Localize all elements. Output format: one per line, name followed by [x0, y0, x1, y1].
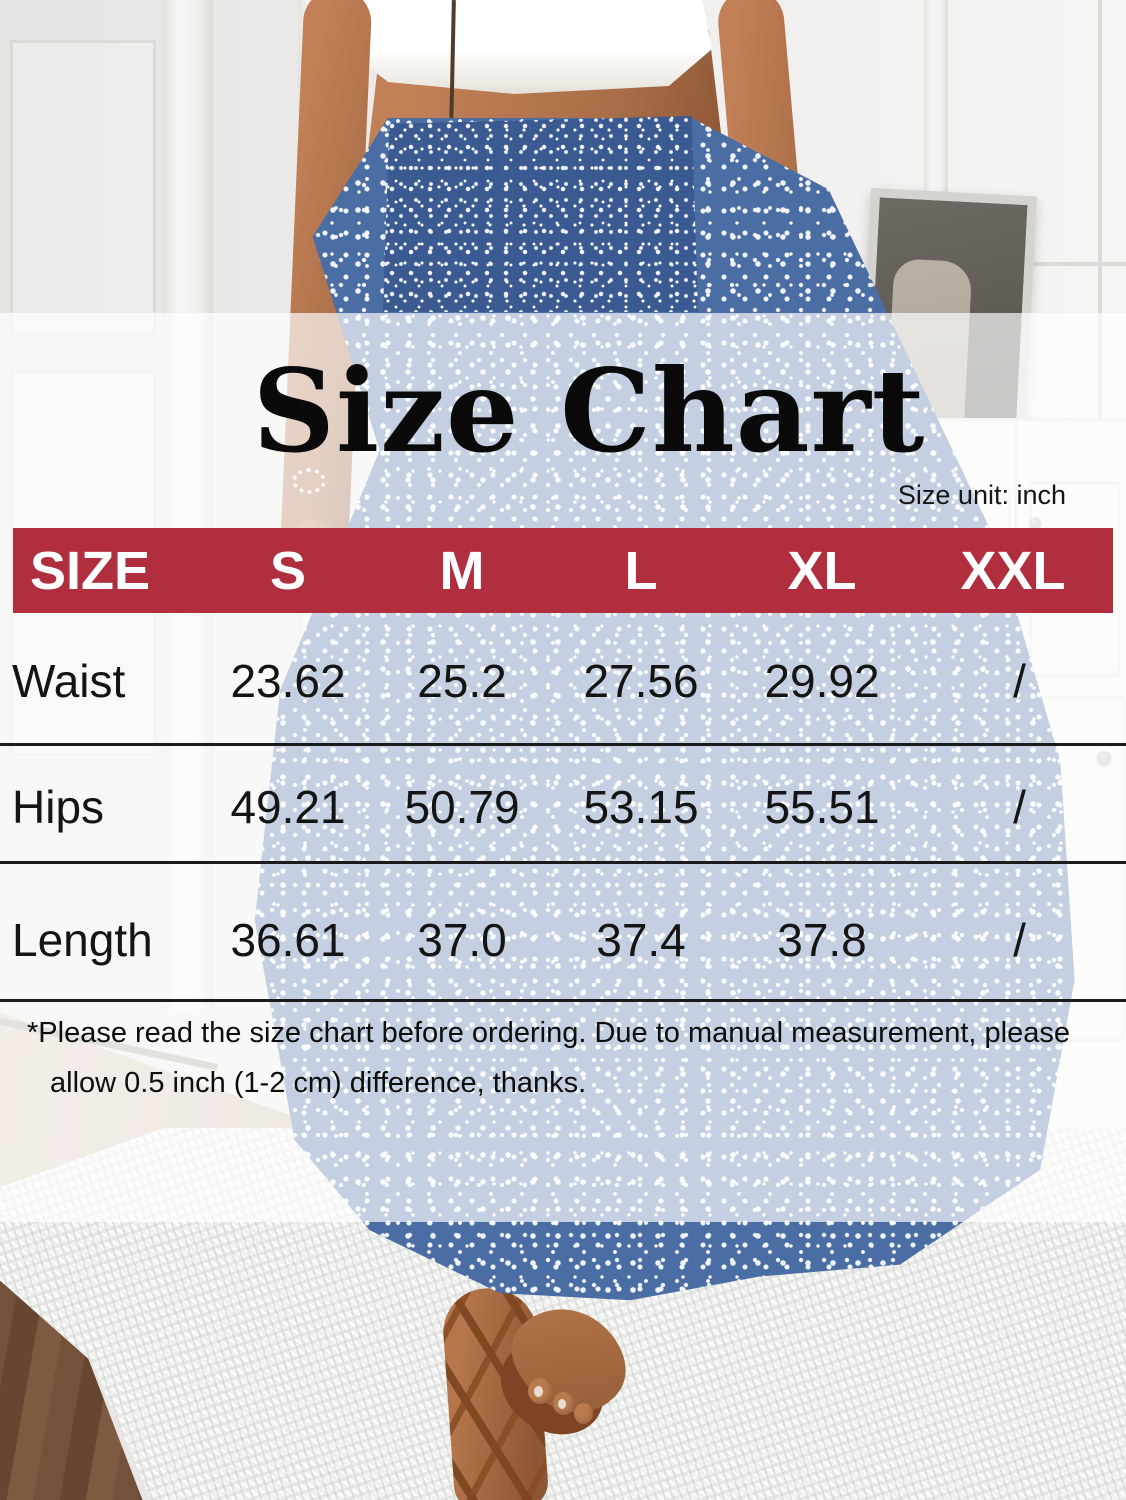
table-row-length: Length 36.61 37.0 37.4 37.8 / [0, 880, 1126, 999]
wall-molding [1098, 0, 1102, 420]
header-cell-xl: XL [787, 540, 857, 601]
row-label: Length [12, 913, 153, 966]
row-value: 53.15 [583, 780, 699, 833]
header-cell-m: M [439, 540, 485, 601]
size-unit-note: Size unit: inch [897, 480, 1066, 510]
crop-top [352, 0, 712, 94]
row-label: Waist [12, 654, 126, 707]
toe [574, 1403, 593, 1424]
wall-panel [10, 40, 156, 336]
row-value: / [1013, 780, 1026, 833]
row-divider [0, 743, 1126, 746]
row-value: / [1013, 654, 1026, 707]
row-value: 50.79 [404, 780, 520, 833]
toenail [558, 1399, 566, 1409]
row-value: 23.62 [230, 654, 346, 707]
table-header-row: SIZE S M L XL XXL [13, 528, 1113, 613]
row-label: Hips [12, 780, 105, 833]
row-value: 29.92 [764, 654, 880, 707]
row-divider [0, 999, 1126, 1002]
skirt-waistband [383, 116, 698, 312]
table-row-waist: Waist 23.62 25.2 27.56 29.92 / [0, 618, 1126, 743]
row-value: 49.21 [230, 780, 346, 833]
row-divider [0, 861, 1126, 864]
row-value: 25.2 [417, 654, 507, 707]
header-cell-l: L [624, 540, 658, 601]
wall-molding [1000, 262, 1126, 266]
row-value: 36.61 [230, 913, 346, 966]
row-value: 37.4 [596, 913, 686, 966]
row-value: 55.51 [764, 780, 880, 833]
footnote-line-1: *Please read the size chart before order… [27, 1017, 1070, 1049]
page-title: Size Chart [252, 344, 926, 478]
header-cell-xxl: XXL [960, 540, 1066, 601]
footnote-line-2: allow 0.5 inch (1-2 cm) difference, than… [50, 1067, 587, 1099]
table-row-hips: Hips 49.21 50.79 53.15 55.51 / [0, 752, 1126, 861]
header-cell-size: SIZE [30, 540, 151, 601]
row-value: 37.0 [417, 913, 507, 966]
toenail [534, 1386, 543, 1397]
header-cell-s: S [269, 540, 307, 601]
white-fade-overlay [0, 313, 1126, 1222]
row-value: 37.8 [777, 913, 867, 966]
row-value: / [1013, 913, 1026, 966]
row-value: 27.56 [583, 654, 699, 707]
